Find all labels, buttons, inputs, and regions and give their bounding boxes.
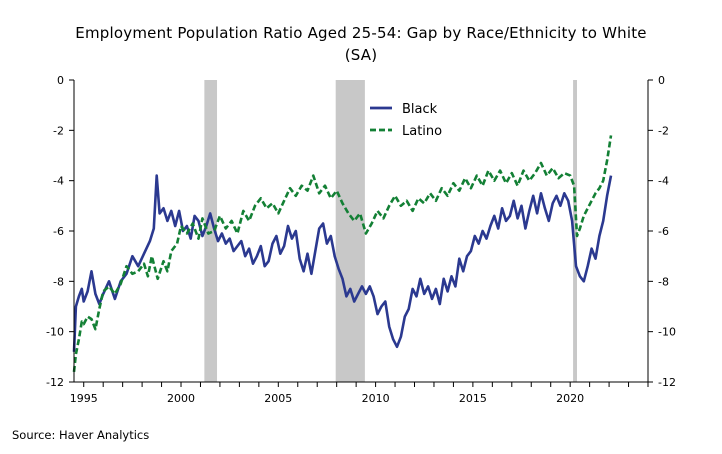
y-tick-label-left: 0	[57, 74, 64, 87]
series-line-black	[72, 174, 613, 352]
recession-band-2	[573, 80, 577, 382]
y-tick-label-right: -6	[658, 225, 669, 238]
y-tick-label-left: -4	[53, 175, 64, 188]
y-tick-label-right: 0	[658, 74, 665, 87]
x-tick-label: 2005	[264, 392, 292, 405]
y-tick-label-left: -8	[53, 275, 64, 288]
legend-label-black: Black	[402, 102, 438, 117]
chart-title: Employment Population Ratio Aged 25-54: …	[0, 22, 722, 66]
y-tick-label-right: -2	[658, 124, 669, 137]
y-tick-label-left: -2	[53, 124, 64, 137]
y-tick-label-right: -10	[658, 326, 676, 339]
x-tick-label: 2010	[362, 392, 390, 405]
y-tick-label-left: -12	[46, 376, 64, 389]
y-tick-label-left: -10	[46, 326, 64, 339]
y-tick-label-right: -4	[658, 175, 669, 188]
series-lines	[72, 135, 613, 373]
x-tick-label: 1995	[70, 392, 98, 405]
x-tick-label: 2000	[167, 392, 195, 405]
source-note: Source: Haver Analytics	[12, 428, 150, 442]
x-tick-label: 2015	[459, 392, 487, 405]
legend-label-latino: Latino	[402, 124, 442, 139]
recession-band-0	[204, 80, 218, 382]
chart-title-line2: (SA)	[344, 46, 378, 64]
recession-band-1	[335, 80, 365, 382]
chart-title-line1: Employment Population Ratio Aged 25-54: …	[75, 24, 647, 42]
legend: Black Latino	[370, 102, 442, 139]
series-line-latino	[72, 135, 613, 373]
axes: 0 0 -2 -2 -4 -4 -6 -6 -8 -8 -10 -10 -12 -12 1995 2000 20…	[46, 74, 676, 405]
y-tick-label-left: -6	[53, 225, 64, 238]
y-tick-label-right: -12	[658, 376, 676, 389]
x-tick-label: 2020	[556, 392, 584, 405]
y-tick-label-right: -8	[658, 275, 669, 288]
recession-bands	[204, 80, 577, 382]
